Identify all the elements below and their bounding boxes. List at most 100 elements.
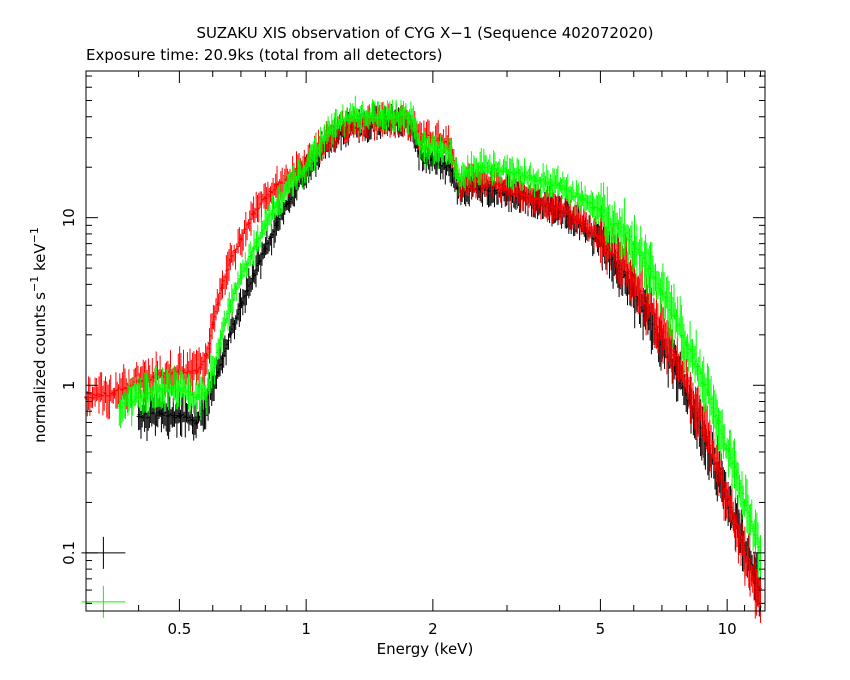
series-0-point [216,369,221,375]
series-2-point [210,369,215,375]
series-2-point [378,113,383,120]
y-axis-label: normalized counts s−1 keV−1 [28,227,49,443]
series-2-point [390,113,395,120]
series-1-point [112,389,117,396]
series-1-point [251,211,256,218]
series-2-point [672,312,677,319]
y-tick-label: 1 [60,381,78,391]
series-0-point [136,413,141,420]
series-1-point [725,492,730,499]
y-tick-label: 0.1 [60,541,78,565]
series-2-point [416,139,421,146]
series-0-point [158,410,163,417]
series-2-point [194,394,199,401]
series-1-point [750,575,755,582]
plot-frame [85,70,766,612]
series-2-point [238,272,243,279]
series-1-point [659,328,664,335]
series-2-point [448,150,453,157]
series-2-point [725,445,730,452]
series-2-point [456,176,461,182]
series-2-point [352,113,357,120]
series-2-point [478,164,483,171]
series-2-point [598,207,603,214]
series-2-point [631,240,636,247]
series-2-point [204,389,209,396]
series-2-point [228,302,233,309]
series-0-point [228,331,233,338]
series-2-point [533,176,538,182]
series-2-point [684,339,689,346]
series-0-point [695,417,700,424]
x-tick-label: 1 [301,620,311,638]
series-0-point [238,302,243,309]
series-2-point [430,145,435,152]
series-0-point [194,419,199,426]
series-1-point [695,406,700,413]
series-2-point [615,222,620,229]
series-2-point [158,386,163,392]
series-2-point [659,289,664,295]
series-2-point [742,499,747,506]
series-2-point [411,119,416,126]
series-1-point [238,235,243,242]
series-2-point [219,331,224,338]
series-2-point [401,110,406,117]
legend-markers [81,536,126,618]
series-2-point [294,176,299,182]
series-1-point [579,218,584,225]
y-tick-label: 10 [60,208,78,227]
y-axis-label-sup2: −1 [28,227,41,243]
series-2-point [421,145,426,152]
chart-title: SUZAKU XIS observation of CYG X−1 (Seque… [197,24,654,42]
series-0-point [263,246,268,252]
data-series-layer [84,95,763,623]
series-2-point [579,195,584,202]
series-2 [117,95,763,578]
series-1-point [478,178,483,185]
series-2-point [464,167,469,174]
x-tick-label: 2 [428,620,438,638]
series-2-point [646,265,651,272]
series-2-point [505,167,509,174]
series-0-point [705,445,710,452]
y-axis-label-sup1: −1 [28,276,41,292]
series-1-point [228,258,233,265]
series-2-point [557,182,562,189]
series-0-point [284,201,289,208]
series-2-point [705,389,710,396]
series-1-point [219,285,224,292]
x-tick-label: 10 [718,620,737,638]
series-2-point [263,222,268,229]
series-1-point [705,435,710,442]
y-axis-label-prefix: normalized counts s [31,292,49,443]
series-1-point [263,195,268,202]
series-1-point [557,204,562,211]
series-1-point [734,520,739,527]
series-1-point [646,302,651,309]
series-0-point [251,272,256,279]
series-1-point [598,235,603,242]
series-2-point [321,134,326,141]
series-2-point [365,112,370,118]
series-1-point [715,463,720,469]
series-2-point [439,148,444,154]
series-1-point [204,352,209,359]
x-axis-label: Energy (keV) [377,640,474,658]
series-1-point [684,378,689,385]
series-0-point [274,222,279,229]
series-2-point [695,363,700,370]
series-1-point [615,254,620,261]
chart-subtitle: Exposure time: 20.9ks (total from all de… [86,46,442,64]
series-2-point [715,417,720,424]
series-0-point [631,289,636,295]
series-2-point [284,185,289,192]
series-2-point [750,525,755,532]
series-1-point [631,277,636,284]
series-2-point [337,119,342,126]
series-1-point [274,182,279,189]
series-2-point [304,164,309,171]
series-2-point [136,394,141,401]
series-2-point [734,469,739,476]
